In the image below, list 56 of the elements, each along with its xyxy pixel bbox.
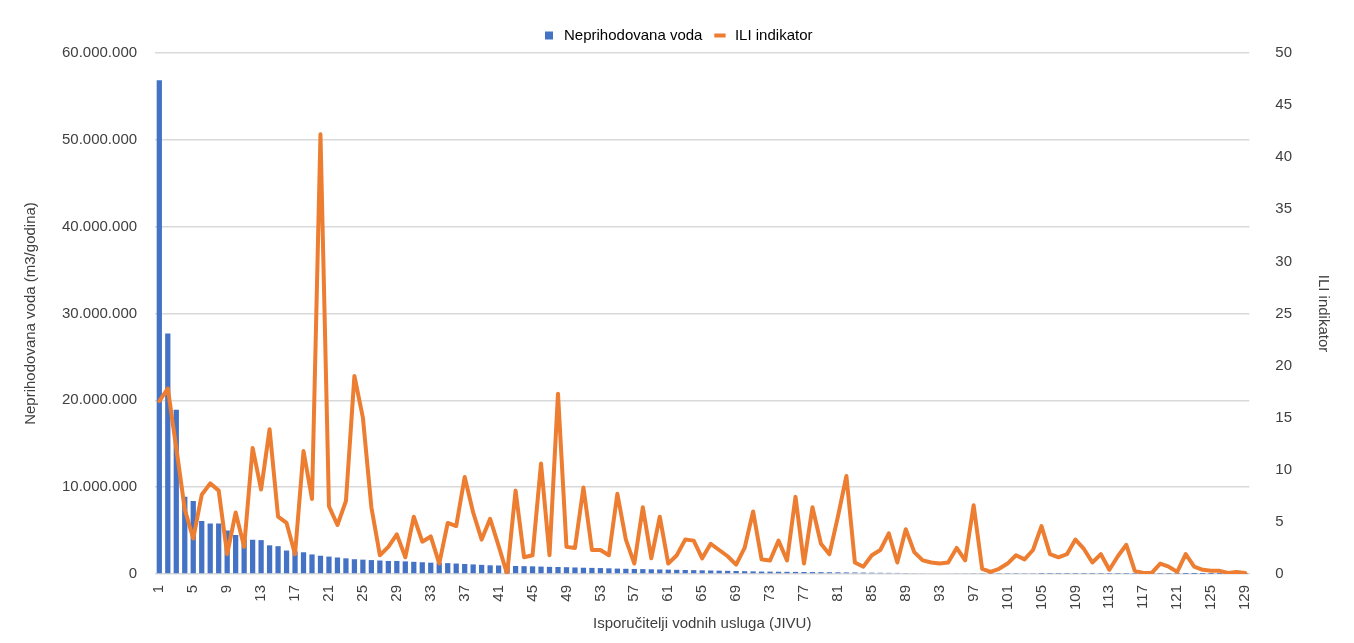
x-tick-label: 93 xyxy=(929,584,947,602)
x-tick-label: 57 xyxy=(624,584,642,602)
x-tick-label: 13 xyxy=(251,584,269,602)
y-tick-label: 10.000.000 xyxy=(62,477,138,495)
y2-tick-label: 15 xyxy=(1275,407,1292,425)
x-tick-label: 113 xyxy=(1099,584,1117,609)
x-tick-label: 101 xyxy=(997,584,1015,610)
x-axis-title: Isporučitelji vodnih usluga (JIVU) xyxy=(592,614,812,632)
y2-tick-label: 40 xyxy=(1275,147,1292,165)
y2-tick-label: 50 xyxy=(1275,43,1292,61)
x-tick-label: 69 xyxy=(726,584,744,602)
x-tick-label: 73 xyxy=(760,584,778,602)
y-tick-label: 40.000.000 xyxy=(62,216,138,234)
y2-tick-label: 10 xyxy=(1275,459,1292,477)
x-tick-label: 77 xyxy=(794,584,812,602)
x-tick-label: 97 xyxy=(963,584,981,602)
x-tick-label: 109 xyxy=(1065,584,1083,610)
x-tick-label: 125 xyxy=(1201,584,1219,610)
x-tick-label: 37 xyxy=(454,584,472,602)
x-tick-label: 1 xyxy=(149,584,167,594)
y-tick-label: 60.000.000 xyxy=(62,43,138,61)
y2-tick-label: 5 xyxy=(1275,512,1284,530)
x-tick-label: 33 xyxy=(420,584,438,602)
x-tick-label: 9 xyxy=(217,584,235,594)
x-tick-label: 89 xyxy=(895,584,913,602)
x-tick-label: 41 xyxy=(488,584,506,602)
x-tick-label: 45 xyxy=(522,584,540,602)
x-tick-label: 81 xyxy=(828,584,846,602)
y-tick-label: 50.000.000 xyxy=(62,129,138,147)
x-tick-label: 129 xyxy=(1235,584,1253,610)
legend-label: Neprihodovana voda xyxy=(564,25,704,43)
x-tick-label: 105 xyxy=(1031,584,1049,610)
y2-tick-label: 30 xyxy=(1275,251,1292,269)
x-tick-label: 61 xyxy=(658,584,676,602)
y2-tick-label: 45 xyxy=(1275,95,1292,113)
x-tick-label: 25 xyxy=(353,584,371,602)
x-tick-label: 117 xyxy=(1133,584,1151,609)
x-tick-label: 65 xyxy=(692,584,710,602)
x-tick-label: 5 xyxy=(183,584,201,594)
y-tick-label: 30.000.000 xyxy=(62,303,138,321)
y-tick-label: 20.000.000 xyxy=(62,390,138,408)
x-tick-label: 85 xyxy=(861,584,879,602)
y2-axis-title: ILI indikator xyxy=(1315,274,1333,353)
y2-tick-label: 25 xyxy=(1275,303,1292,321)
x-tick-label: 21 xyxy=(319,584,337,602)
x-tick-label: 29 xyxy=(386,584,404,602)
legend-label: ILI indikator xyxy=(734,25,813,43)
x-tick-label: 17 xyxy=(285,584,303,602)
y2-tick-label: 0 xyxy=(1275,564,1284,582)
x-tick-label: 53 xyxy=(590,584,608,602)
x-tick-label: 49 xyxy=(556,584,574,602)
y-tick-label: 0 xyxy=(128,564,138,582)
y2-tick-label: 35 xyxy=(1275,199,1292,217)
x-tick-label: 121 xyxy=(1167,584,1185,610)
y-axis-title: Neprihodovana voda (m3/godina) xyxy=(21,202,39,425)
y2-tick-label: 20 xyxy=(1275,355,1292,373)
